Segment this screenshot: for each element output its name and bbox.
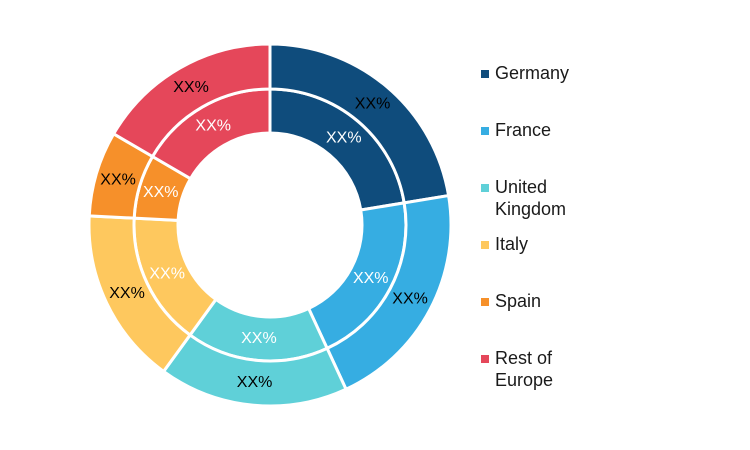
inner-data-label-spain: XX% (143, 184, 179, 201)
outer-data-label-rest-of-europe: XX% (173, 79, 209, 96)
legend-swatch-united-kingdom (481, 184, 489, 192)
outer-slice-rest-of-europe (111, 42, 272, 159)
legend-label-italy: Italy (495, 234, 529, 254)
legend-label-rest-of-europe: Rest of Europe (495, 348, 554, 390)
legend-label-united-kingdom: United Kingdom (495, 177, 567, 219)
legend-label-spain: Spain (495, 291, 542, 311)
inner-data-label-rest-of-europe: XX% (195, 118, 231, 135)
outer-data-label-united-kingdom: XX% (237, 374, 273, 391)
legend-item-rest-of-europe: Rest of Europe (481, 347, 731, 404)
legend-swatch-spain (481, 298, 489, 306)
inner-data-label-france: XX% (353, 270, 389, 287)
inner-data-label-italy: XX% (149, 266, 185, 283)
legend-label-france: France (495, 120, 552, 140)
legend-swatch-germany (481, 70, 489, 78)
outer-data-label-italy: XX% (109, 285, 145, 302)
legend-swatch-rest-of-europe (481, 355, 489, 363)
legend-item-spain: Spain (481, 290, 731, 347)
legend-label-germany: Germany (495, 63, 570, 83)
legend-item-united-kingdom: United Kingdom (481, 176, 731, 233)
outer-data-label-france: XX% (392, 291, 428, 308)
legend-swatch-italy (481, 241, 489, 249)
legend-item-italy: Italy (481, 233, 731, 290)
inner-data-label-germany: XX% (326, 130, 362, 147)
outer-data-label-spain: XX% (100, 171, 136, 188)
legend-swatch-france (481, 127, 489, 135)
legend-item-germany: Germany (481, 62, 731, 119)
legend-item-france: France (481, 119, 731, 176)
chart-legend: Germany France United Kingdom Italy Spai… (481, 62, 731, 404)
outer-data-label-germany: XX% (355, 96, 391, 113)
inner-data-label-united-kingdom: XX% (241, 330, 277, 347)
